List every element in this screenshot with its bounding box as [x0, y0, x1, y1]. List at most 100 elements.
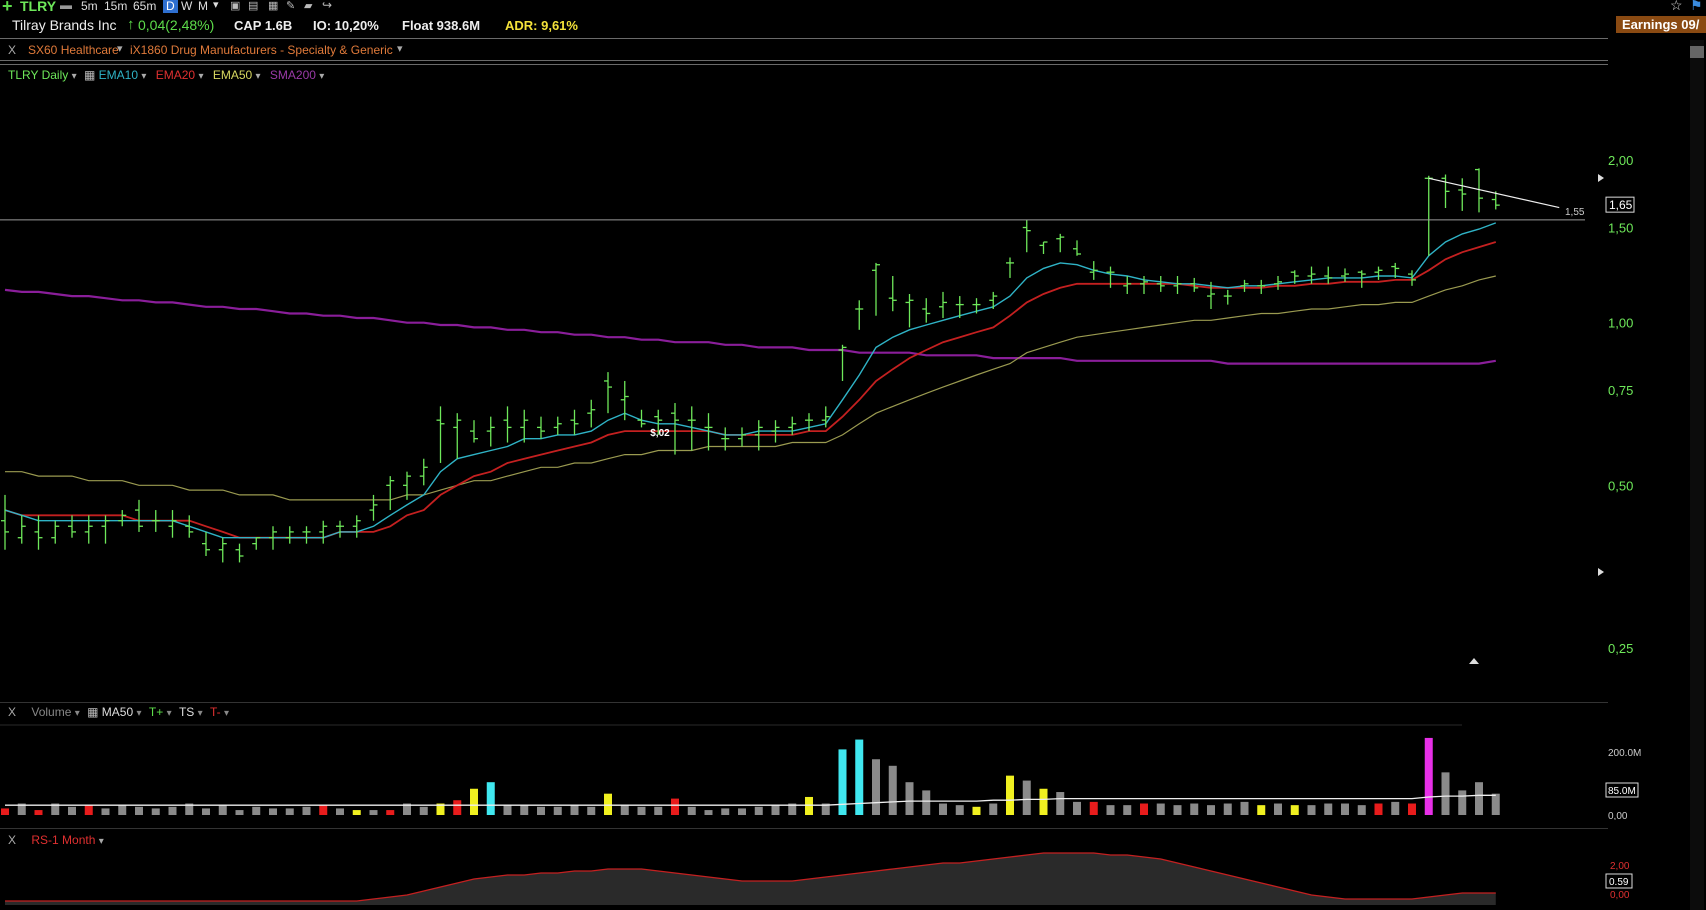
volume-bar: [386, 810, 395, 815]
sector-label[interactable]: SX60 Healthcare: [28, 43, 119, 57]
volume-bar: [821, 803, 830, 815]
volume-chart[interactable]: 200.0M 0,00 85.0M: [0, 720, 1706, 820]
volume-bar: [1491, 793, 1500, 815]
change-up-icon: ↑: [127, 16, 135, 33]
ohlc-bar: [1056, 233, 1065, 253]
ts-dropdown-icon[interactable]: ▾: [197, 708, 203, 719]
volume-bar: [838, 749, 847, 815]
ema50-dropdown-icon[interactable]: ▾: [255, 71, 261, 82]
ohlc-bar: [872, 262, 880, 316]
volume-bar: [754, 806, 763, 815]
axis-marker-icon: [1598, 568, 1604, 576]
volume-bar: [788, 803, 797, 815]
volume-title[interactable]: Volume: [31, 705, 72, 719]
legend-sma200[interactable]: SMA200: [269, 68, 316, 82]
trendline[interactable]: [1428, 177, 1560, 209]
volume-bar: [1156, 803, 1165, 815]
ohlc-bar: [486, 416, 495, 447]
volume-bar: [1307, 805, 1316, 815]
interval-5m[interactable]: 5m: [81, 0, 98, 13]
volume-bar: [637, 806, 646, 815]
ohlc-bar: [1039, 241, 1048, 254]
volume-bar: [1089, 801, 1098, 815]
industry-dropdown-icon[interactable]: ▾: [397, 43, 403, 55]
ohlc-bar: [168, 510, 177, 538]
scrollbar[interactable]: [1690, 40, 1704, 910]
legend-main-dropdown-icon[interactable]: ▾: [71, 71, 77, 82]
legend-ema50[interactable]: EMA50: [212, 68, 253, 82]
add-icon[interactable]: +: [2, 0, 13, 16]
volume-bar: [1424, 737, 1433, 815]
ema20-line: [4, 241, 1497, 539]
ohlc-bar: [436, 406, 445, 463]
rs-chart[interactable]: 2,00 0.59 0,00: [0, 845, 1706, 907]
earnings-badge[interactable]: Earnings 09/: [1616, 16, 1706, 33]
y-tick-label: 0,25: [1608, 641, 1633, 656]
volume-close-icon[interactable]: X: [8, 705, 17, 719]
ema20-dropdown-icon[interactable]: ▾: [198, 71, 204, 82]
ohlc-bar: [704, 413, 713, 451]
interval-m[interactable]: M: [198, 0, 208, 13]
ema10-dropdown-icon[interactable]: ▾: [141, 71, 147, 82]
pencil-icon[interactable]: ✎: [286, 0, 296, 12]
rs-close-icon[interactable]: X: [8, 833, 17, 847]
tminus-dropdown-icon[interactable]: ▾: [224, 708, 230, 719]
ohlc-bar: [503, 406, 512, 443]
legend-ema10[interactable]: EMA10: [98, 68, 139, 82]
interval-15m[interactable]: 15m: [104, 0, 128, 13]
ohlc-bar: [570, 409, 579, 435]
tool-icon-1[interactable]: ▣: [230, 0, 241, 12]
current-price-box: [1605, 196, 1635, 213]
flag-icon[interactable]: ⚑: [1690, 0, 1703, 13]
sma200-dropdown-icon[interactable]: ▾: [319, 71, 325, 82]
volume-grid-icon[interactable]: ▦: [87, 705, 99, 719]
separator: [0, 64, 1608, 65]
price-chart[interactable]: 1,55$,02 2,001,501,000,750,500,251,65Log…: [0, 80, 1706, 670]
interval-d[interactable]: D: [163, 0, 178, 13]
ts-label[interactable]: TS: [178, 705, 195, 719]
top-toolbar: + TLRY ▬ 5m 15m 65m D W M ▾ ▣ ▤ ▦ ✎ ▰ ↪ …: [0, 0, 1706, 16]
ohlc-bar: [1391, 262, 1400, 278]
volume-bar: [704, 810, 713, 815]
ohlc-bar: [1, 494, 9, 550]
table-icon[interactable]: ▦: [268, 0, 279, 12]
ohlc-bar: [821, 406, 830, 428]
ohlc-bar: [972, 298, 981, 314]
note-icon[interactable]: ▰: [304, 0, 313, 12]
sector-dropdown-icon[interactable]: ▾: [117, 43, 123, 55]
ticker-symbol[interactable]: TLRY: [20, 0, 57, 14]
legend-main[interactable]: TLRY Daily: [8, 68, 69, 82]
info-bar: Tilray Brands Inc ↑ 0,04(2,48%) CAP 1.6B…: [0, 15, 1706, 39]
rs-dropdown-icon[interactable]: ▾: [98, 836, 104, 847]
volume-dropdown-icon[interactable]: ▾: [74, 708, 80, 719]
separator: [0, 702, 1608, 703]
volume-ma-label[interactable]: MA50: [101, 705, 134, 719]
tplus-label[interactable]: T+: [148, 705, 164, 719]
tminus-label[interactable]: T-: [210, 705, 221, 719]
volume-axis-top: 200.0M: [1608, 748, 1641, 759]
industry-label[interactable]: iX1860 Drug Manufacturers - Specialty & …: [130, 43, 393, 57]
volume-bar: [252, 806, 261, 815]
volume-bar: [587, 806, 596, 815]
rs-title[interactable]: RS-1 Month: [31, 833, 96, 847]
category-close-icon[interactable]: X: [8, 43, 17, 57]
print-icon[interactable]: ▬: [60, 0, 72, 12]
tool-icon-2[interactable]: ▤: [248, 0, 259, 12]
earnings-annotation[interactable]: $,02: [650, 428, 670, 439]
ohlc-bar: [453, 413, 462, 459]
tplus-dropdown-icon[interactable]: ▾: [166, 708, 172, 719]
share-icon[interactable]: ↪: [322, 0, 333, 12]
interval-w[interactable]: W: [181, 0, 193, 13]
scrollbar-thumb[interactable]: [1690, 46, 1704, 58]
grid-icon[interactable]: ▦: [83, 68, 96, 82]
ohlc-bar: [51, 520, 60, 544]
ohlc-bar: [721, 427, 730, 451]
volume-bar: [68, 806, 76, 815]
interval-dropdown-icon[interactable]: ▾: [213, 0, 219, 11]
interval-65m[interactable]: 65m: [133, 0, 157, 13]
volume-bar: [486, 782, 495, 815]
star-icon[interactable]: ☆: [1670, 0, 1683, 13]
volume-bar: [470, 788, 478, 815]
ma-dropdown-icon[interactable]: ▾: [136, 708, 142, 719]
legend-ema20[interactable]: EMA20: [155, 68, 196, 82]
